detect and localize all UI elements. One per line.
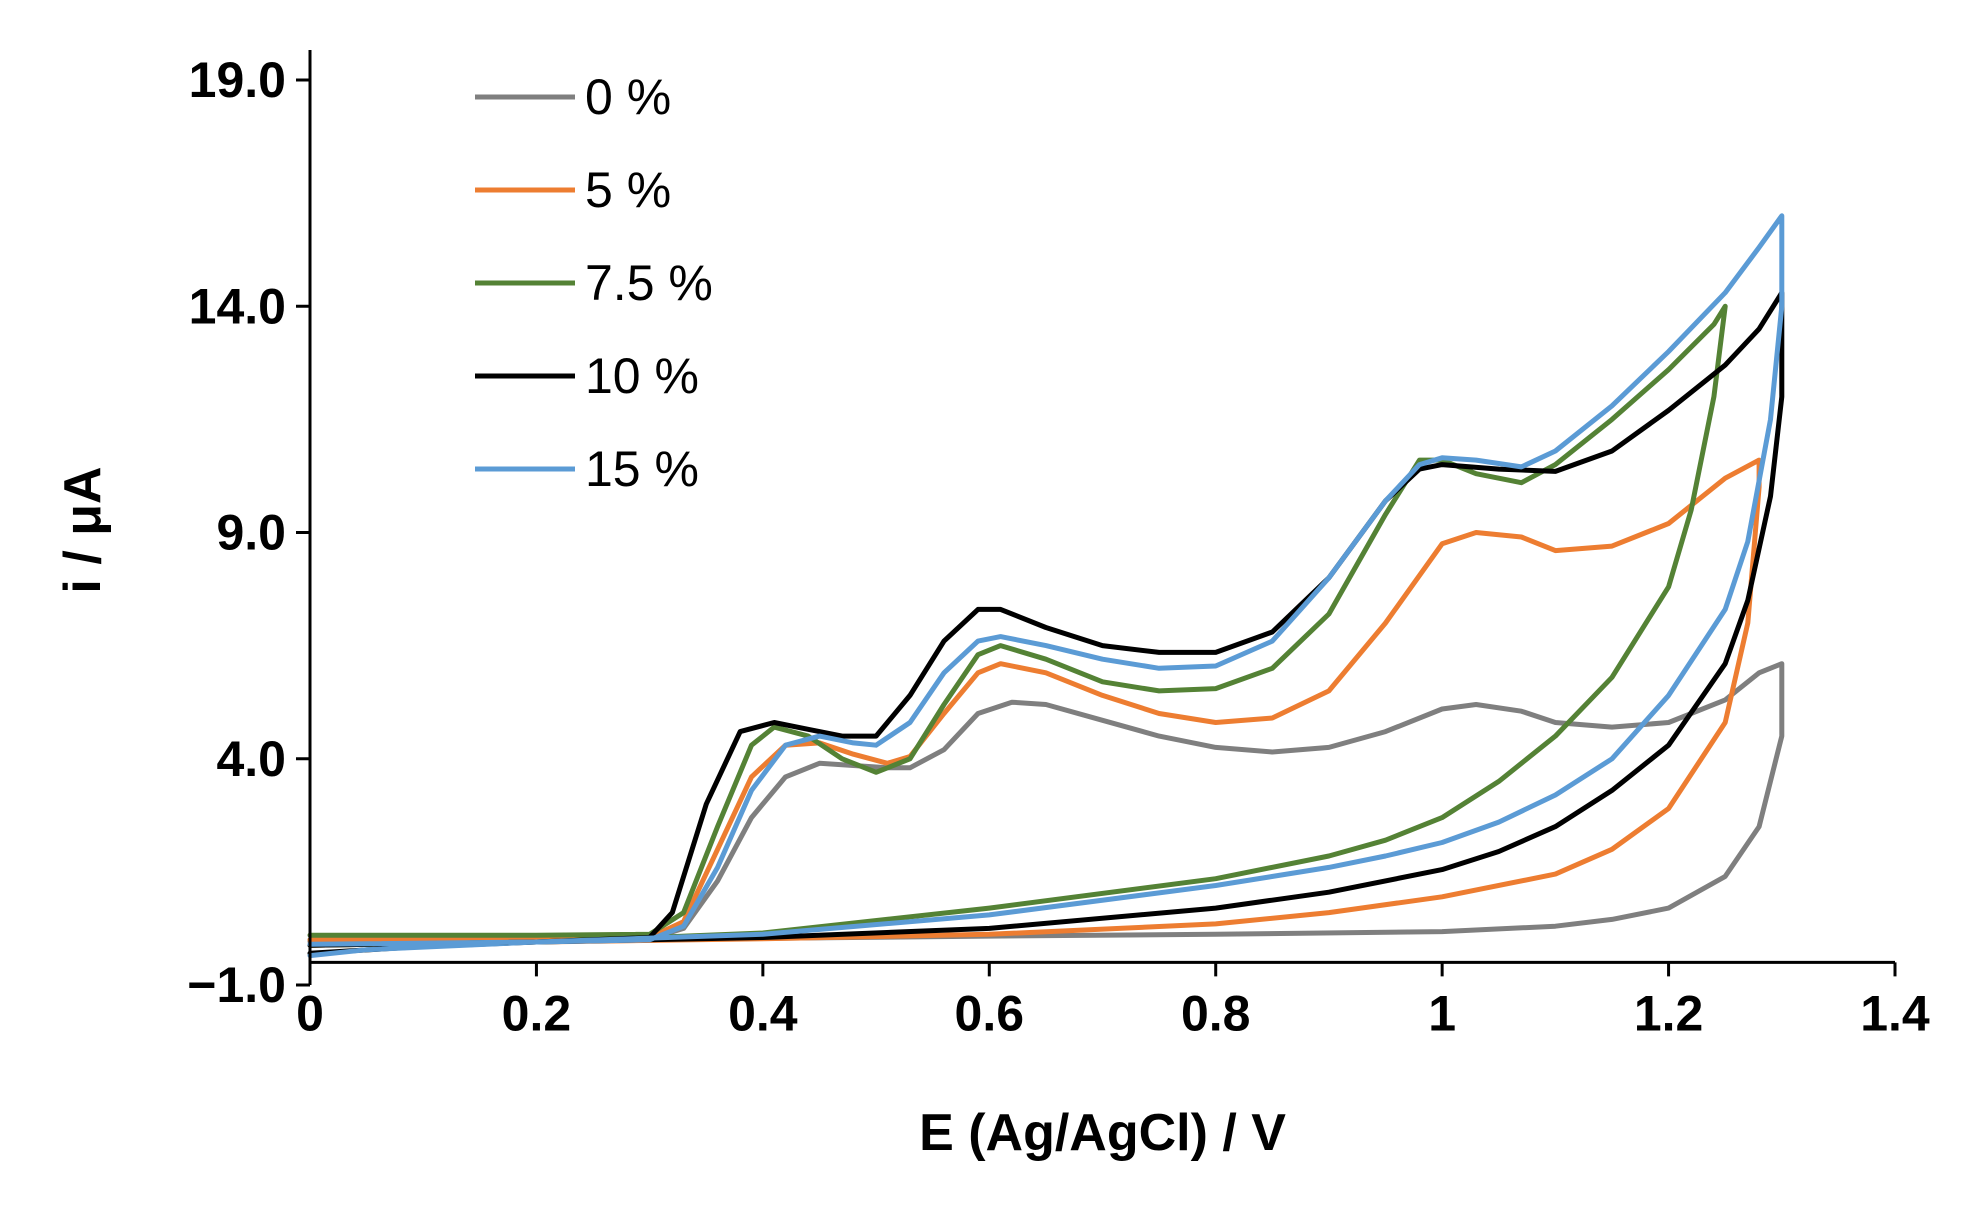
x-tick-label: 0	[296, 985, 324, 1041]
x-tick-label: 0.2	[502, 985, 572, 1041]
y-tick-label: 14.0	[189, 278, 286, 334]
x-axis-ticks: 0 0.2 0.4 0.6 0.8 1 1.2 1.4	[296, 962, 1930, 1041]
y-axis-title: i / μA	[54, 466, 112, 593]
x-tick-label: 0.8	[1181, 985, 1251, 1041]
y-tick-label: 19.0	[189, 52, 286, 108]
x-tick-label: 1.4	[1860, 985, 1930, 1041]
y-axis-ticks: −1.0 4.0 9.0 14.0 19.0	[187, 52, 310, 1013]
series-line-1	[307, 457, 1762, 948]
legend-label: 5 %	[585, 162, 671, 218]
x-tick-label: 0.6	[955, 985, 1025, 1041]
x-axis-title: E (Ag/AgCl) / V	[919, 1104, 1286, 1162]
legend-label: 10 %	[585, 348, 699, 404]
series-line-2	[307, 303, 1728, 948]
y-tick-label: 9.0	[216, 505, 286, 561]
legend-label: 7.5 %	[585, 255, 713, 311]
legend: 0 % 5 % 7.5 % 10 % 15 %	[475, 69, 713, 497]
y-tick-label: 4.0	[216, 731, 286, 787]
x-tick-label: 1.2	[1634, 985, 1704, 1041]
y-tick-label: −1.0	[187, 957, 286, 1013]
legend-label: 0 %	[585, 69, 671, 125]
x-tick-label: 0.4	[728, 985, 798, 1041]
series-line-4	[307, 213, 1785, 959]
plot-area	[307, 213, 1785, 959]
series-line-3	[307, 290, 1785, 956]
series-line-0	[307, 661, 1785, 945]
legend-label: 15 %	[585, 441, 699, 497]
x-tick-label: 1	[1428, 985, 1456, 1041]
